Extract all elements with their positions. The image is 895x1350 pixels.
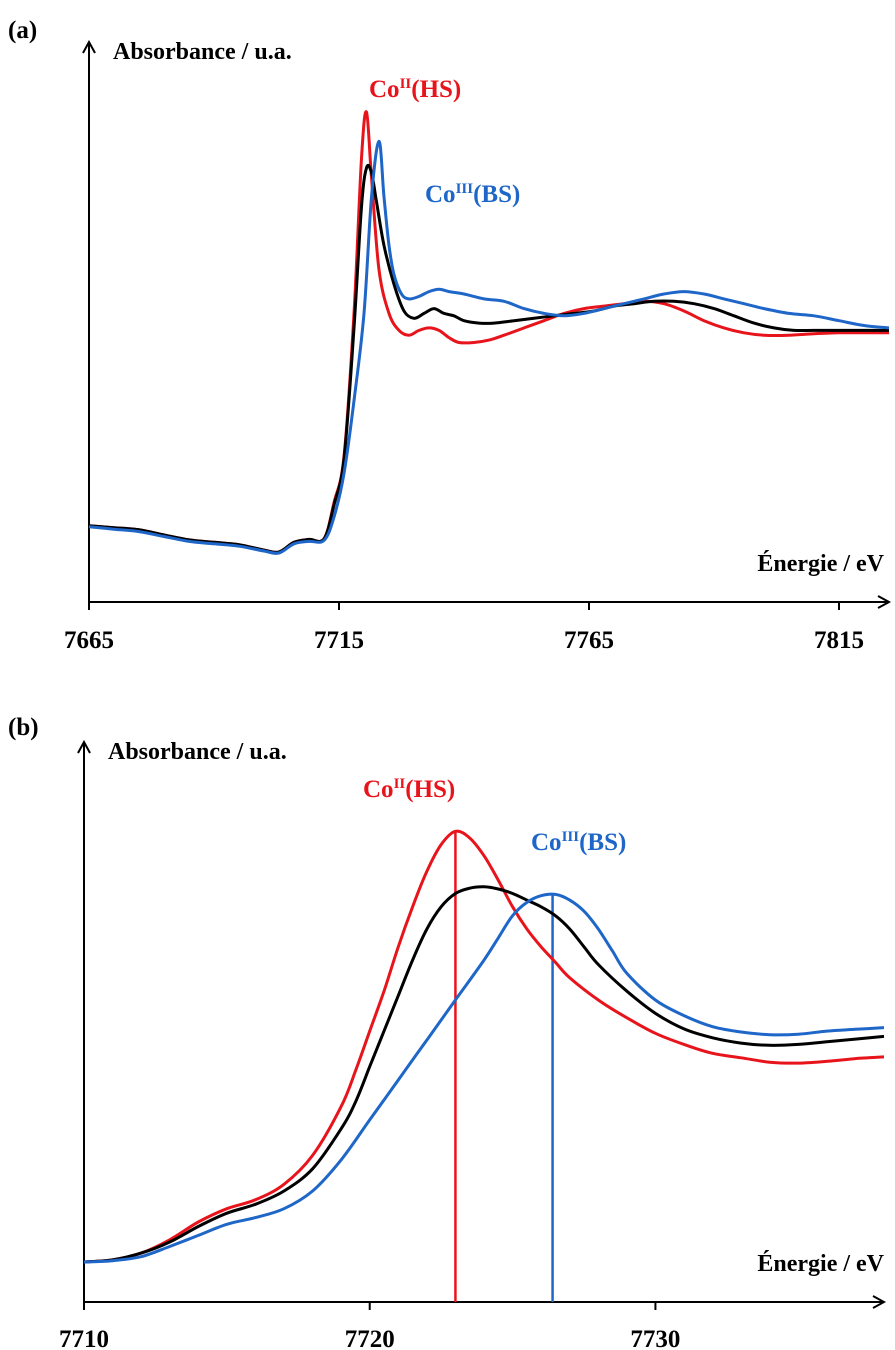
panel-a-series-blue <box>88 139 890 555</box>
panel-b-label: (b) <box>8 714 39 741</box>
panel-a-annotation-co-ii-hs: CoII(HS) <box>369 76 461 103</box>
panel-b-peak-markers <box>454 831 554 1302</box>
panel-b-x-tick-7720: 7720 <box>345 1326 395 1350</box>
panel-b-annotation-co-ii-hs: CoII(HS) <box>363 776 455 803</box>
panel-a-series-red <box>88 110 889 554</box>
panel-b-x-ticks: 7710 7720 7730 <box>59 1302 680 1350</box>
panel-b-series-group <box>83 829 885 1264</box>
panel-b-series-black <box>83 885 885 1264</box>
panel-b-x-axis-label: Énergie / eV <box>757 1251 884 1277</box>
panel-b-annotation-co-iii-bs: CoIII(BS) <box>531 829 626 856</box>
panel-a-x-tick-7665: 7665 <box>64 627 114 654</box>
panel-b-series-red <box>83 829 885 1264</box>
panel-b-x-tick-7710: 7710 <box>59 1326 109 1350</box>
panel-a-chart: (a) Absorbance / u.a. Énergie / eV 7665 7… <box>8 17 889 654</box>
panel-a-x-tick-7715: 7715 <box>314 627 364 654</box>
panel-a-label: (a) <box>8 17 37 44</box>
panel-a-series-black <box>88 163 889 554</box>
panel-b-series-blue <box>83 892 885 1264</box>
panel-b-chart: (b) Absorbance / u.a. Énergie / eV 7710 7… <box>8 714 885 1350</box>
panel-a-x-axis-label: Énergie / eV <box>757 551 884 577</box>
panel-b-y-axis-label: Absorbance / u.a. <box>108 739 287 765</box>
panel-a-x-tick-7815: 7815 <box>814 627 864 654</box>
panel-a-x-ticks: 7665 7715 7765 7815 <box>64 602 864 654</box>
panel-a-y-axis-label: Absorbance / u.a. <box>113 39 292 65</box>
panel-a-x-tick-7765: 7765 <box>564 627 614 654</box>
panel-a-series-group <box>88 110 890 555</box>
panel-a-annotation-co-iii-bs: CoIII(BS) <box>425 181 520 208</box>
panel-b-x-tick-7730: 7730 <box>630 1326 680 1350</box>
